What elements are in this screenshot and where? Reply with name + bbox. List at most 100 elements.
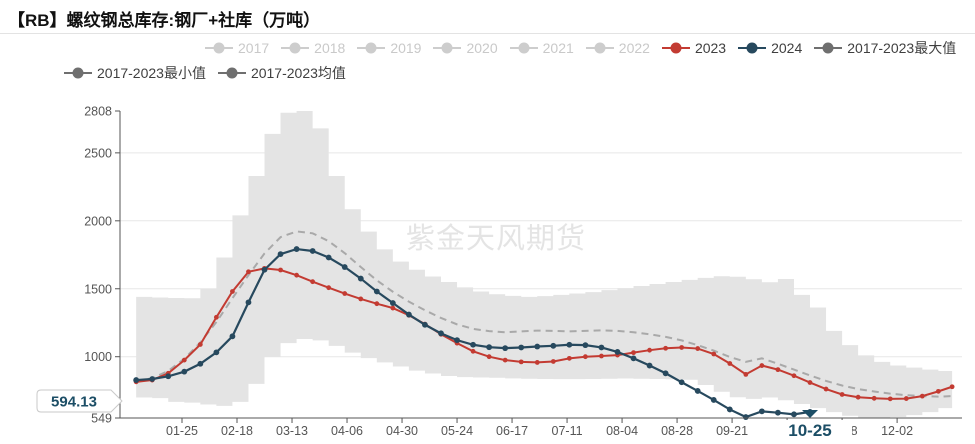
series-2023-point [663, 345, 669, 351]
series-2023-point [743, 371, 749, 377]
series-2023-point [502, 357, 508, 363]
legend-line-dot-icon [205, 42, 233, 54]
legend-item-label: 2017-2023最小值 [97, 65, 206, 81]
current-value-label: 594.13 [51, 394, 97, 411]
series-2023-point [342, 291, 348, 296]
series-2023-point [949, 384, 955, 390]
series-2023-point [823, 386, 829, 392]
series-2024-point [518, 344, 525, 351]
series-2024-point [470, 341, 476, 348]
series-2024-point [261, 266, 268, 273]
series-2023-point [919, 393, 925, 399]
series-2024-point [197, 360, 204, 367]
series-2024-point [582, 342, 589, 349]
legend-item-2017-2023最小值[interactable]: 2017-2023最小值 [64, 63, 206, 83]
legend-item-2023[interactable]: 2023 [661, 40, 727, 56]
series-2023-point [486, 354, 492, 360]
series-2023-point [903, 396, 909, 401]
legend-row-2: 2017-2023最小值 2017-2023均值 [64, 63, 346, 83]
series-2023-point [935, 388, 941, 394]
series-2023-point [390, 305, 396, 311]
series-2024-point [678, 379, 685, 386]
x-axis-label: 12-02 [881, 424, 913, 438]
x-axis-label: 01-25 [166, 424, 198, 438]
series-2024-point [373, 288, 380, 295]
series-2023-line [136, 267, 953, 400]
legend-item-label: 2017 [238, 40, 270, 56]
series-2024-point [502, 345, 509, 352]
legend-item-label: 2017-2023最大值 [847, 40, 957, 56]
series-2023-point [181, 357, 187, 363]
legend-item-2020[interactable]: 2020 [433, 40, 498, 56]
series-2024-point [438, 330, 444, 337]
series-2024-point [742, 414, 749, 420]
legend-item-2022[interactable]: 2022 [585, 40, 650, 56]
series-2024-point [726, 406, 733, 413]
series-2024-point [614, 349, 621, 355]
series-2024-point [165, 373, 172, 380]
series-2023-point [855, 394, 861, 400]
x-axis-label: 05-24 [441, 424, 473, 438]
x-axis-label: 02-18 [221, 424, 253, 438]
series-2023-point [550, 359, 556, 364]
series-2023-point [326, 285, 332, 291]
series-2023-point [310, 279, 316, 285]
current-date-label-bg [768, 420, 853, 441]
series-2024-point [710, 397, 717, 403]
series-2024-point [646, 362, 653, 369]
axis-pointer-handle[interactable] [802, 410, 819, 418]
legend-item-label: 2020 [466, 40, 498, 56]
legend-item-label: 2019 [390, 40, 422, 56]
series-2023-point [518, 359, 524, 365]
legend-item-label: 2024 [771, 40, 803, 56]
series-2024-point [454, 337, 460, 344]
series-2023-point [871, 395, 877, 401]
legend-line-dot-icon [433, 42, 462, 54]
legend-item-label: 2023 [694, 40, 727, 56]
x-axis-label: 06-17 [496, 424, 528, 438]
series-2024-point [775, 409, 781, 416]
mean-line [135, 230, 953, 398]
legend-item-2018[interactable]: 2018 [281, 40, 345, 56]
series-2024-point [245, 299, 252, 306]
series-2024-point [325, 254, 332, 261]
min-max-band [136, 111, 953, 418]
series-2023-point [711, 351, 717, 357]
series-2023-point [759, 363, 765, 368]
legend-item-label: 2022 [618, 40, 650, 56]
legend-item-2019[interactable]: 2019 [357, 40, 421, 56]
series-2024-point [181, 368, 188, 375]
series-2023-point [599, 353, 604, 359]
series-2024-point [406, 311, 412, 318]
legend-item-label: 2021 [542, 40, 574, 56]
series-2024-point [486, 344, 493, 351]
series-2024-point [534, 343, 541, 350]
legend-line-dot-icon [217, 67, 246, 79]
x-axis-label: 04-30 [386, 424, 418, 438]
series-2024-point [357, 275, 364, 282]
y-axis-label: 2000 [84, 214, 112, 228]
legend-line-dot-icon [357, 42, 386, 54]
legend-item-label: 2017-2023均值 [250, 65, 346, 81]
series-2023-point [839, 392, 845, 397]
series-2024-point [758, 408, 765, 415]
series-2024-point [422, 321, 428, 328]
title-divider [0, 33, 975, 34]
y-axis-label: 2808 [84, 105, 112, 119]
series-2024-point [229, 333, 236, 340]
legend-item-2017-2023均值[interactable]: 2017-2023均值 [217, 63, 346, 83]
series-2023-point [197, 342, 203, 347]
series-2023-point [294, 272, 299, 278]
series-2024-point [309, 248, 316, 254]
legend-item-label: 2018 [314, 40, 346, 56]
series-2024-point [566, 341, 573, 348]
series-2023-point [534, 360, 540, 365]
legend-item-2021[interactable]: 2021 [509, 40, 574, 56]
legend-item-2017-2023最大值[interactable]: 2017-2023最大值 [814, 38, 956, 58]
legend-item-2017[interactable]: 2017 [205, 40, 269, 56]
watermark: 紫金天风期货 [406, 222, 586, 255]
x-axis-label: 07-11 [552, 424, 583, 438]
legend-item-2024[interactable]: 2024 [738, 40, 802, 56]
